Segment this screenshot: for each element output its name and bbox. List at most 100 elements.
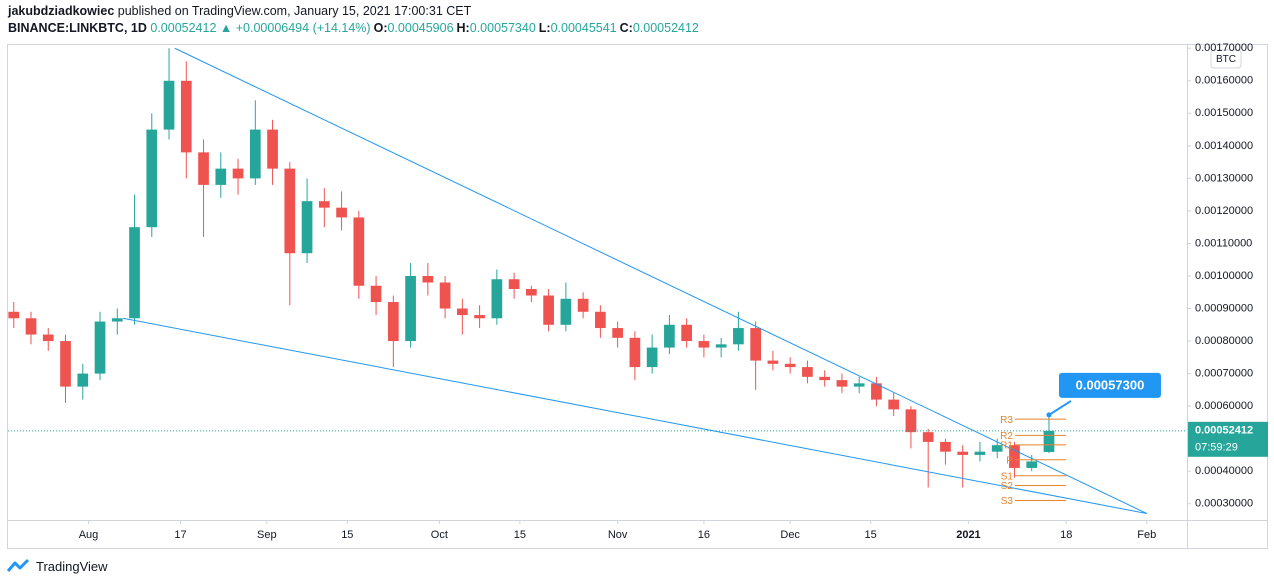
x-tick-label: 15 (341, 529, 353, 541)
candle-body (715, 344, 727, 348)
ohlc-value: 0.00057340 (469, 21, 536, 35)
x-tick-label: 16 (698, 529, 710, 541)
candle-body (698, 341, 710, 348)
ohlc-label: O: (373, 21, 388, 35)
candle-body (560, 298, 572, 325)
change: ▲ +0.00006494 (+14.14%) (219, 21, 371, 35)
y-tick-label: 0.00170000 (1195, 42, 1253, 54)
y-tick-label: 0.00110000 (1195, 237, 1252, 249)
candle-body (733, 328, 744, 345)
candle-body (888, 399, 900, 410)
candle-body (180, 80, 192, 153)
candle-body (163, 80, 175, 130)
candle-body (612, 328, 623, 338)
candle-body (25, 318, 37, 335)
candle-body (1026, 461, 1038, 468)
ohlc-label: C: (619, 21, 633, 35)
candle-body (146, 129, 158, 228)
ohlc-value: 0.00045541 (550, 21, 617, 35)
candle-body (1043, 430, 1055, 452)
candle-body (249, 129, 261, 179)
candle-body (836, 380, 848, 387)
candle-body (767, 360, 779, 364)
pivot-label: P (1006, 455, 1013, 466)
candle-body (853, 383, 865, 387)
y-tick-label: 0.00040000 (1195, 465, 1253, 477)
ohlc-value: 0.00052412 (632, 21, 699, 35)
candle-body (991, 445, 1003, 452)
frame (7, 44, 1268, 549)
candle-body (439, 282, 451, 309)
y-tick-label: 0.00030000 (1195, 498, 1253, 510)
footer: TradingView (6, 558, 108, 574)
pivot-label: S2 (1001, 481, 1014, 492)
countdown: 07:59:29 (1195, 442, 1238, 454)
author: jakubdziadkowiec (8, 4, 115, 18)
x-tick-label: Oct (431, 529, 448, 541)
x-tick-label: Dec (780, 529, 800, 541)
callout-dot (1046, 412, 1052, 418)
candle-body (267, 129, 278, 169)
published: published on TradingView.com, January 15… (117, 4, 472, 18)
last-price-label: 0.00052412 (1195, 425, 1253, 437)
candle-body (922, 432, 934, 442)
candle-body (508, 279, 520, 290)
last: 0.00052412 (150, 21, 217, 35)
header-line-2: BINANCE:LINKBTC, 1D 0.00052412 ▲ +0.0000… (8, 20, 699, 37)
x-tick-label: 15 (514, 529, 526, 541)
candle-body (491, 279, 503, 319)
y-tick-label: 0.00130000 (1195, 172, 1253, 184)
candle-body (215, 168, 227, 185)
candle-body (629, 337, 641, 368)
candle-body (1009, 445, 1020, 468)
candle-body (646, 347, 658, 368)
y-tick-label: 0.00140000 (1195, 140, 1253, 152)
last-price-box (1188, 421, 1268, 457)
y-tick-label: 0.00120000 (1195, 205, 1253, 217)
brand: TradingView (36, 558, 108, 574)
pivot-label: S3 (1001, 496, 1014, 507)
candle-body (301, 201, 313, 254)
chart: BTC 0.000300000.000400000.000500000.0006… (7, 42, 1268, 549)
currency-box (1210, 49, 1242, 69)
x-tick-label: Aug (79, 529, 99, 541)
symbol: BINANCE:LINKBTC, 1D (8, 21, 147, 35)
logo (6, 558, 30, 572)
candle-body (905, 409, 917, 433)
candle-body (974, 451, 986, 455)
candle-body (42, 334, 54, 342)
x-tick-label: Feb (1137, 529, 1156, 541)
y-tick-label: 0.00080000 (1195, 335, 1253, 347)
y-tick-label: 0.00100000 (1195, 270, 1253, 282)
candle-body (422, 275, 434, 283)
x-tick-label: 18 (1060, 529, 1072, 541)
x-tick-label: 17 (174, 529, 186, 541)
candle-body (664, 324, 675, 348)
header: jakubdziadkowiec published on TradingVie… (8, 3, 699, 37)
candle-body (387, 302, 399, 342)
candle-body (784, 363, 796, 368)
x-tick-label: Sep (257, 529, 277, 541)
ohlc-label: H: (456, 21, 470, 35)
candle-body (802, 367, 813, 377)
candle-body (284, 168, 296, 254)
candle-body (456, 308, 468, 316)
candle-body (232, 168, 244, 179)
pivot-label: R2 (1000, 431, 1013, 442)
ohlc-label: L: (538, 21, 551, 35)
candle-body (871, 383, 882, 400)
pivot-label: R1 (1000, 440, 1013, 451)
x-tick-label: 2021 (956, 529, 980, 541)
candle-body (94, 321, 106, 374)
y-tick-label: 0.00160000 (1195, 75, 1253, 87)
candle-body (353, 217, 365, 286)
pivot-label: S1 (1001, 471, 1014, 482)
callout-box (1058, 372, 1161, 398)
candle-body (77, 373, 89, 387)
candle-body (543, 295, 554, 325)
callout-label: 0.00057300 (1076, 377, 1145, 392)
candle-body (750, 328, 762, 361)
ohlc-value: 0.00045906 (387, 21, 454, 35)
pivot-label: R3 (1000, 415, 1013, 426)
